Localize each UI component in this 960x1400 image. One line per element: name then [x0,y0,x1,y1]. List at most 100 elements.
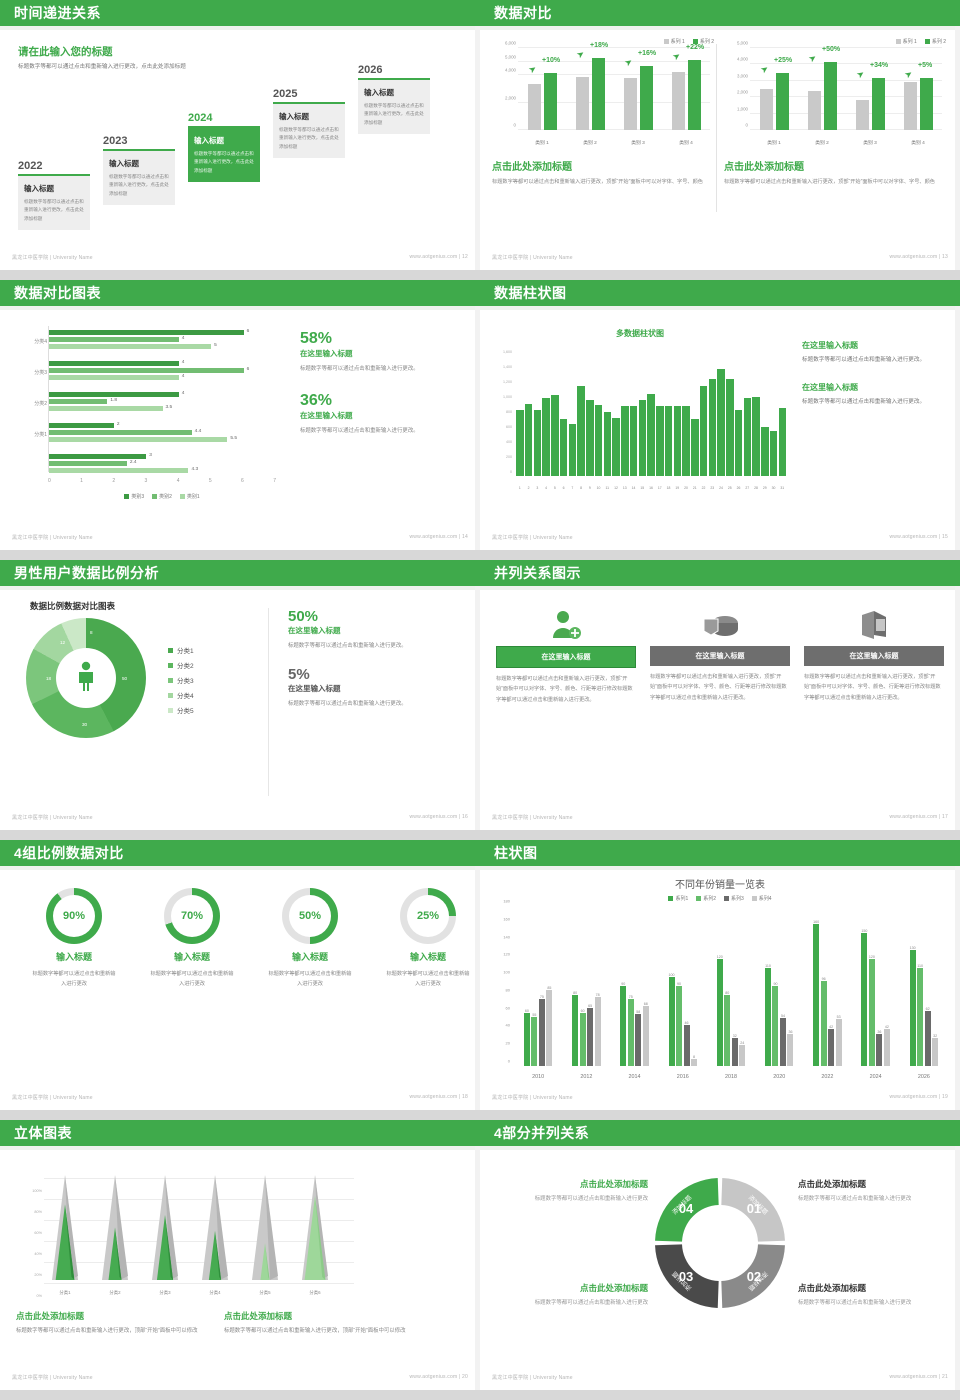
y-tick: 6,000 [505,40,516,46]
segment-04[interactable] [655,1178,719,1242]
bar-series-2 [687,59,701,130]
bar-value: 120 [716,955,723,960]
arrow-icon: ➤ [622,55,634,69]
bar-value: 36 [788,1030,793,1034]
card-caption[interactable]: 在这里输入标题 [804,646,944,666]
bar-系列2: 110 [917,964,924,1066]
callout-body: 标题数字等都可以通过点击和重新输入进行更改 [798,1300,912,1306]
stat-block: 58% 在这里输入标题 标题数字等都可以通过点击和重新输入进行更改。 [300,330,466,374]
slide-body: 90% 输入标题 标题数字等都可以通过点击和重新输入进行更改 70% 输入标题 … [0,870,480,1092]
footer-university: 黑龙江中医学院 | University Name [12,535,93,541]
caption-body: 标题数字等都可以通过点击和重新输入进行更改，顶部“开始”面板中可以修改 [224,1328,406,1334]
legend-item[interactable]: 分类5 [168,705,194,715]
column-29 [761,426,769,476]
x-tick: 4 [545,486,547,490]
timeline-item-2023[interactable]: 2023 输入标题 标题数字等都可以通过点击和重新输入进行更改，点击此处添加标题 [103,135,175,205]
x-tick: 5 [553,486,556,490]
bar-系列4: 53 [835,1015,842,1066]
timeline-card[interactable]: 输入标题 标题数字等都可以通过点击和重新输入进行更改，点击此处添加标题 [18,176,90,230]
timeline-year: 2023 [103,135,128,147]
bar-series-2 [919,77,933,130]
timeline-card[interactable]: 输入标题 标题数字等都可以通过点击和重新输入进行更改，点击此处添加标题 [273,104,345,158]
x-tick: 7 [273,478,276,484]
hbar-类别1: 5 [49,343,217,349]
timeline-item-2022[interactable]: 2022 输入标题 标题数字等都可以通过点击和重新输入进行更改，点击此处添加标题 [18,160,90,230]
y-tick: 4,000 [737,56,748,62]
chart-s19-years: 60 55 75 85 80 60 65 78 90 75 58 68 100 90 46 8 120 80 32 2… [514,914,948,1066]
chart-legend: 分类1 分类2 分类3 分类4 分类5 [168,645,194,720]
stat-value: 50% [288,608,319,625]
timeline-card[interactable]: 输入标题 标题数字等都可以通过点击和重新输入进行更改，点击此处添加标题 [188,128,260,182]
slide-body: 数据比例数据对比图表 50 30 18 12 8 分类1 分类2 分类3 分类4 分类5 50%… [0,590,480,812]
feature-card[interactable]: 在这里输入标题 标题数字等都可以通过点击和重新输入进行更改，顶部“开始”面板中可… [496,604,636,705]
hbar-类别2: 6 [49,367,249,373]
column-19 [673,406,682,476]
column-24 [717,368,725,476]
progress-ring-item[interactable]: 25% 输入标题 标题数字等都可以通过点击和重新输入进行更改 [374,888,480,990]
bar-value: 4 [181,336,185,341]
legend-item: 系列 1 [663,38,685,45]
column-1 [516,410,524,476]
caption-body: 标题数字等都可以通过点击和重新输入进行更改，顶部“开始”面板中可以修改 [16,1328,198,1334]
bar-value: 60 [580,1008,585,1013]
category-label: 分类1 [34,432,47,438]
info-block: 在这里输入标题 标题数字等都可以通过点击和重新输入进行更改。 [802,382,952,408]
segment-02[interactable] [721,1244,785,1308]
timeline-item-2024[interactable]: 2024 输入标题 标题数字等都可以通过点击和重新输入进行更改，点击此处添加标题 [188,112,260,182]
bar-系列2: 75 [627,995,634,1066]
legend-item[interactable]: 分类4 [168,690,194,700]
bar-group: +5% ➤ [894,62,942,130]
bar-value: 5.5 [230,436,238,441]
x-tick: 7 [571,486,574,490]
slide-14: 数据对比图表 分类4 6 4 5 分类3 4 6 4 分类2 4 1.8 3.5 分类1 2 4.4 5… [0,280,480,550]
legend-item[interactable]: 分类3 [168,675,194,685]
card-caption[interactable]: 在这里输入标题 [650,646,790,666]
bar-series-1 [527,83,541,130]
segment-03[interactable] [655,1244,719,1308]
slide-footer: 黑龙江中医学院 | University Name www.aotgenius.… [0,534,480,546]
segment-01[interactable] [721,1178,785,1242]
y-axis: 0 2,000 4,000 5,000 6,000 [492,41,518,130]
timeline-year: 2024 [188,112,213,124]
growth-label: +25% [774,57,793,65]
chart-legend: 系列1 系列2 系列3 系列4 [480,895,960,902]
progress-ring-item[interactable]: 70% 输入标题 标题数字等都可以通过点击和重新输入进行更改 [138,888,246,990]
card-caption[interactable]: 在这里输入标题 [496,646,636,668]
caption-block: 点击此处添加标题 标题数字等都可以通过点击和重新输入进行更改，顶部“开始”面板中… [724,158,946,188]
legend-item[interactable]: 分类1 [168,645,194,655]
timeline-card[interactable]: 输入标题 标题数字等都可以通过点击和重新输入进行更改，点击此处添加标题 [103,151,175,205]
bar-group: 120 80 32 24 [707,955,755,1066]
legend-item[interactable]: 分类2 [168,660,194,670]
bar-系列3: 65 [587,1004,594,1066]
slide-title: 数据对比 [494,5,552,21]
footer-site: www.aotgenius.com | 15 [889,534,948,540]
x-tick: 30 [771,486,776,490]
timeline-item-2026[interactable]: 2026 输入标题 标题数字等都可以通过点击和重新输入进行更改，点击此处添加标题 [358,64,430,134]
feature-card[interactable]: 在这里输入标题 标题数字等都可以通过点击和重新输入进行更改，顶部“开始”面板中可… [804,604,944,703]
bar-group: +18% ➤ [566,42,614,130]
column-20 [682,405,690,476]
ring-title: 输入标题 [173,952,210,962]
bar-value: 6 [246,367,250,372]
x-tick: 类别 1 [767,141,781,146]
timeline-year: 2022 [18,160,43,172]
slide-footer: 黑龙江中医学院 | University Name www.aotgenius.… [480,254,960,266]
column-14 [629,405,638,476]
progress-ring-item[interactable]: 90% 输入标题 标题数字等都可以通过点击和重新输入进行更改 [20,888,128,990]
x-tick: 类别 4 [679,141,693,146]
x-tick: 15 [640,486,645,490]
x-tick: 2010 [532,1074,545,1080]
timeline-card[interactable]: 输入标题 标题数字等都可以通过点击和重新输入进行更改，点击此处添加标题 [358,80,430,134]
growth-label: +18% [590,41,609,49]
bar-series-2 [543,73,557,130]
stats-column: 50% 在这里输入标题 标题数字等都可以通过点击和重新输入进行更改。 5% 在这… [288,608,468,724]
timeline-item-2025[interactable]: 2025 输入标题 标题数字等都可以通过点击和重新输入进行更改，点击此处添加标题 [273,88,345,158]
column-30 [769,431,778,476]
ring-title: 输入标题 [409,952,446,962]
y-tick: 1,000 [737,106,748,112]
column-8 [577,386,585,476]
progress-ring-item[interactable]: 50% 输入标题 标题数字等都可以通过点击和重新输入进行更改 [256,888,364,990]
feature-card[interactable]: 在这里输入标题 标题数字等都可以通过点击和重新输入进行更改，顶部“开始”面板中可… [650,604,790,703]
plot-area: 分类4 6 4 5 分类3 4 6 4 分类2 4 1.8 3.5 分类1 2 4.4 5.5 3 2.4 4… [34,326,276,473]
y-tick: 100 [503,969,510,975]
